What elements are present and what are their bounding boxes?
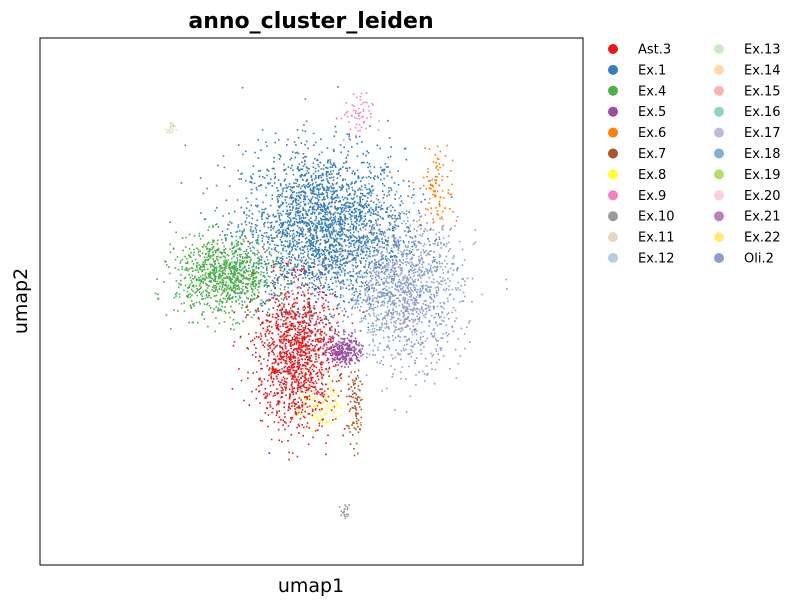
legend: Ast.3 Ex.1 Ex.4 Ex.5 Ex.6 Ex.7 Ex.8 Ex.9 Ex.10 Ex… [608, 43, 781, 267]
cluster-ex-11 [165, 121, 178, 134]
scatter-point [321, 329, 364, 371]
legend-item: Ex.21 [714, 210, 781, 225]
legend-label: Ex.21 [744, 210, 781, 225]
legend-item: Ex.22 [714, 231, 781, 246]
legend-label: Ex.22 [744, 231, 781, 246]
legend-item: Ex.4 [608, 84, 666, 99]
legend-label: Ast.3 [638, 43, 671, 58]
legend-item: Ex.8 [608, 168, 666, 183]
legend-marker [714, 169, 724, 180]
scatter-point [335, 92, 380, 141]
legend-marker [714, 85, 724, 96]
legend-label: Ex.12 [638, 252, 675, 267]
legend-item: Ex.9 [608, 189, 666, 204]
legend-item: Ex.6 [608, 126, 666, 141]
cluster-ex-10 [338, 504, 350, 519]
legend-label: Oli.2 [744, 252, 774, 267]
legend-item: Ex.7 [608, 147, 666, 162]
legend-marker [608, 106, 618, 117]
cluster-ex-9 [335, 92, 380, 141]
legend-label: Ex.19 [744, 168, 781, 183]
legend-marker [608, 211, 618, 222]
scatter-point [318, 173, 508, 413]
legend-item: Ex.5 [608, 105, 666, 120]
scatter-point [338, 504, 350, 519]
y-axis-label: umap2 [10, 268, 32, 334]
legend-label: Ex.7 [638, 147, 666, 162]
legend-marker [714, 127, 724, 138]
legend-marker [714, 211, 724, 222]
legend-marker [714, 253, 724, 263]
scatter-points [154, 86, 508, 519]
legend-item: Ex.20 [714, 189, 781, 204]
legend-label: Ex.8 [638, 168, 666, 183]
x-axis-label: umap1 [278, 575, 344, 597]
cluster-ex-5 [321, 329, 364, 371]
legend-label: Ex.15 [744, 84, 781, 99]
legend-item: Ex.11 [608, 231, 675, 246]
legend-label: Ex.5 [638, 105, 666, 120]
legend-marker [608, 64, 618, 75]
legend-item: Ex.12 [608, 252, 675, 267]
legend-marker [608, 253, 618, 263]
legend-item: Ex.10 [608, 210, 675, 225]
legend-label: Ex.9 [638, 189, 666, 204]
legend-marker [608, 44, 618, 54]
plot-frame [39, 37, 584, 566]
legend-marker [608, 85, 618, 96]
scatter-point [165, 121, 178, 134]
cluster-ex-6 [412, 144, 458, 224]
legend-marker [714, 64, 724, 75]
legend-label: Ex.6 [638, 126, 666, 141]
legend-marker [608, 232, 618, 243]
legend-marker [608, 148, 618, 159]
legend-label: Ex.1 [638, 63, 666, 78]
cluster-ex-7 [346, 360, 363, 457]
legend-label: Ex.20 [744, 189, 781, 204]
chart-title: anno_cluster_leiden [188, 9, 433, 34]
legend-marker [608, 190, 618, 201]
legend-label: Ex.14 [744, 63, 781, 78]
legend-label: Ex.16 [744, 105, 781, 120]
legend-label: Ex.18 [744, 147, 781, 162]
cluster-ex-1 [169, 86, 459, 389]
legend-label: Ex.4 [638, 84, 666, 99]
legend-label: Ex.10 [638, 210, 675, 225]
legend-label: Ex.11 [638, 231, 675, 246]
legend-item: Ex.16 [714, 105, 781, 120]
legend-item: Ex.13 [714, 43, 781, 58]
legend-marker [714, 232, 724, 243]
legend-label: Ex.13 [744, 43, 781, 58]
scatter-point [346, 360, 363, 457]
legend-marker [714, 44, 724, 54]
legend-marker [714, 190, 724, 201]
legend-item: Ex.1 [608, 63, 666, 78]
legend-marker [714, 106, 724, 117]
legend-item: Ex.19 [714, 168, 781, 183]
legend-marker [608, 169, 618, 180]
cluster-oli-2 [318, 173, 508, 413]
legend-item: Ex.18 [714, 147, 781, 162]
legend-label: Ex.17 [744, 126, 781, 141]
legend-item: Ex.14 [714, 63, 781, 78]
scatter-point [412, 144, 458, 224]
legend-marker [714, 148, 724, 159]
legend-item: Ast.3 [608, 43, 671, 58]
legend-item: Ex.15 [714, 84, 781, 99]
legend-item: Oli.2 [714, 252, 774, 267]
legend-item: Ex.17 [714, 126, 781, 141]
legend-marker [608, 127, 618, 138]
scatter-point [169, 86, 459, 389]
